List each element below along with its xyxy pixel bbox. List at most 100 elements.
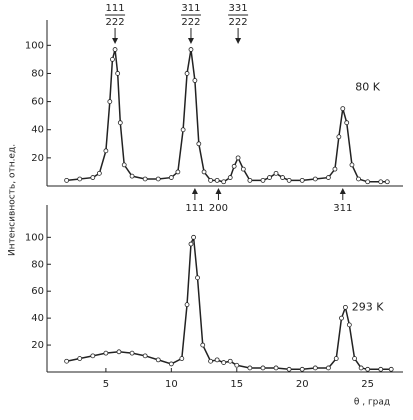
data-point [325,175,331,180]
data-point [129,350,135,356]
data-point [365,179,371,185]
arrow-head [215,188,222,194]
data-point [115,71,121,76]
x-tick-label: 10 [165,379,178,390]
data-point [110,56,115,62]
x-axis-label: θ , град [354,398,390,408]
data-point [299,366,305,372]
data-point [235,155,241,161]
arrow-head [191,188,198,194]
data-point [384,179,390,185]
marker-label: 311 [333,203,352,214]
data-point [280,175,285,180]
data-point [90,353,96,359]
data-point [358,365,364,371]
data-point [121,162,127,168]
data-point [221,360,227,365]
data-point [96,170,102,176]
data-point [260,177,266,183]
data-point [107,99,113,104]
y-tick-label: 40 [31,313,44,324]
data-point [112,47,118,52]
data-point [117,120,123,126]
data-line [66,49,388,183]
data-point [214,357,220,363]
data-point [64,358,70,364]
arrow-head [235,38,242,44]
data-point [343,304,348,310]
data-point [247,365,253,371]
data-point [273,170,279,176]
data-point [332,166,338,172]
data-point [188,47,194,52]
data-point [184,302,190,308]
x-tick-label: 15 [230,379,243,390]
data-point [188,241,194,247]
y-tick-label: 100 [25,40,44,51]
data-point [286,177,292,183]
data-point [116,349,122,355]
data-point [227,358,233,364]
peak-label: 331 [229,3,248,14]
data-point [240,166,246,172]
y-tick-label: 100 [25,232,44,243]
data-point [378,366,384,372]
data-point [142,353,148,359]
data-point [286,366,292,372]
data-point [221,179,227,185]
peak-label: 111 [106,3,125,14]
y-axis-label: Интенсивность, отн.ед. [8,144,18,256]
data-point [388,366,394,372]
data-point [168,175,174,180]
data-point [339,315,344,321]
data-point [356,176,361,182]
data-point [208,177,214,183]
annotation: 293 K [352,300,384,313]
data-point [260,365,266,371]
x-tick-label: 25 [361,379,374,390]
data-point [325,365,331,371]
data-point [200,342,206,348]
data-point [201,169,207,175]
x-tick-label: 5 [103,379,109,390]
data-point [208,358,214,364]
peak-label: 311 [181,3,200,14]
data-point [273,365,279,371]
peak-label: 222 [181,17,200,28]
y-tick-label: 80 [31,259,44,270]
marker-label: 111 [185,203,204,214]
x-tick-label: 20 [296,379,309,390]
data-point [336,134,342,140]
data-point [333,356,339,361]
peak-label: 222 [106,17,125,28]
data-point [155,176,161,182]
data-point [346,322,352,328]
data-point [227,175,233,180]
data-point [142,176,148,182]
data-point [352,356,357,361]
data-point [155,357,161,363]
data-point [349,162,355,168]
annotation: 80 K [355,81,380,94]
data-point [168,361,174,367]
y-tick-label: 20 [31,153,44,164]
data-point [234,362,240,368]
y-tick-label: 20 [31,340,44,351]
data-point [378,179,384,185]
data-point [365,366,371,372]
data-point [340,106,346,112]
data-line [66,237,392,371]
data-point [90,175,96,180]
data-point [129,173,135,179]
data-point [312,176,318,182]
data-point [180,127,186,133]
marker-label: 200 [209,203,228,214]
data-point [179,356,185,361]
data-point [192,78,198,83]
arrow-head [112,38,119,44]
data-point [267,175,272,180]
peak-label: 222 [229,17,248,28]
y-tick-label: 40 [31,125,44,136]
data-point [64,177,70,183]
